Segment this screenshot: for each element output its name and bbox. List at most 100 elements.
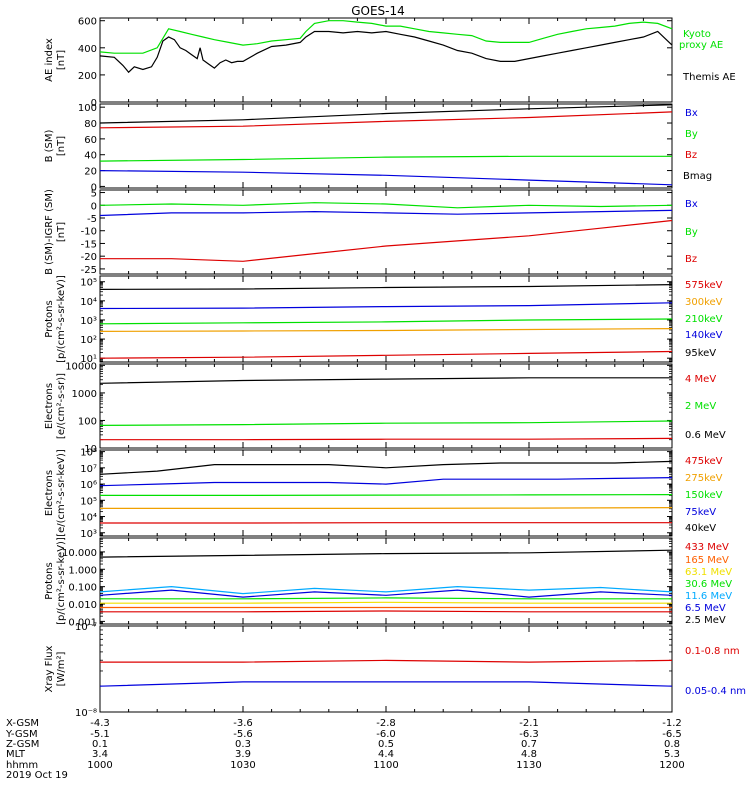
y-tick-label: 0	[91, 98, 97, 109]
ephemeris-row-label: MLT	[6, 749, 26, 760]
series-line-3	[100, 494, 673, 496]
y-tick-label: 600	[78, 17, 97, 28]
y-tick-label: -5	[87, 214, 97, 225]
series-line-4	[99, 328, 673, 332]
x-tick-label: 4.4	[378, 749, 394, 760]
y-axis-label: [e/(cm²-s-sr-keV)]	[56, 449, 67, 537]
panel-frame	[99, 17, 673, 103]
y-tick-label: 0.100	[68, 583, 97, 594]
series-line-1	[99, 104, 673, 124]
legend-label: 75keV	[685, 507, 716, 518]
series-line-2	[99, 209, 673, 217]
y-tick-label: 0.010	[68, 600, 97, 611]
legend-label: 40keV	[685, 523, 716, 534]
y-axis-label: [p/(cm²-s-sr-keV)]	[56, 537, 67, 625]
y-tick-label: 10³	[80, 316, 97, 327]
y-axis-label: AE index	[44, 38, 55, 82]
legend-label: 6.5 MeV	[685, 603, 726, 614]
ephemeris-row-label: hhmm	[6, 760, 38, 771]
y-tick-label: 10¹	[80, 354, 97, 365]
series-line-1	[99, 549, 673, 558]
x-tick-label: 1200	[659, 760, 684, 771]
x-tick-label: -3.6	[233, 718, 253, 729]
x-tick-label: 0.1	[92, 739, 108, 750]
legend-label: 2 MeV	[685, 401, 716, 412]
legend-label: 210keV	[685, 314, 723, 325]
y-axis-label: B (SM)	[44, 129, 55, 162]
series-line-3	[100, 437, 673, 441]
series-line-2	[99, 420, 673, 426]
x-tick-label: -6.3	[519, 729, 539, 740]
y-tick-label: 10²	[80, 335, 97, 346]
y-tick-label: 10⁴	[80, 297, 97, 308]
y-tick-label: -25	[81, 265, 97, 276]
y-axis-label: Protons	[44, 300, 55, 337]
y-tick-label: 200	[78, 71, 97, 82]
series-line-1	[99, 202, 673, 209]
y-tick-label: 10⁻⁸	[75, 708, 97, 719]
legend-label: 433 MeV	[685, 542, 729, 553]
y-axis-label: [nT]	[56, 50, 67, 70]
plot-title: GOES-14	[351, 4, 405, 18]
y-tick-label: 10⁷	[80, 464, 97, 475]
legend-label: 0.1-0.8 nm	[685, 646, 740, 657]
series-line-7	[100, 610, 672, 613]
panel-8: 10⁻⁸ 10⁻⁷ Xray Flux [W/m²] 0.1-0.8 nm 0.05-0.…	[44, 622, 746, 719]
y-axis-label: B (SM)-IGRF (SM)	[44, 189, 55, 275]
y-tick-label: 10.000	[62, 548, 97, 559]
x-tick-label: -1.2	[662, 718, 682, 729]
y-tick-label: 0	[91, 201, 97, 212]
y-tick-label: 5	[91, 189, 97, 200]
legend-label: 95keV	[685, 348, 716, 359]
legend-label: 0.05-0.4 nm	[685, 686, 746, 697]
series-line-3	[99, 318, 673, 325]
legend-label: By	[685, 227, 698, 238]
y-tick-label: 400	[78, 44, 97, 55]
y-axis-label: [p/(cm²-s-sr-keV)]	[56, 275, 67, 363]
legend-label: 150keV	[685, 490, 723, 501]
panel-7: 0.001 0.010 0.100 1.000 10.000 Protons [p/(cm²…	[44, 537, 732, 628]
panel-frame	[99, 189, 673, 275]
y-tick-label: 10⁵	[80, 278, 97, 289]
y-axis-label: [nT]	[56, 136, 67, 156]
panel-5: 10 100 1000 10000 Electrons [e/(cm²-s-sr)] 4 M…	[44, 361, 726, 455]
ephemeris-row-label: Z-GSM	[6, 739, 39, 750]
legend-label: 165 MeV	[685, 555, 729, 566]
y-axis-label: Electrons	[44, 383, 55, 429]
series-line-3	[99, 589, 673, 598]
x-tick-label: 0.5	[378, 739, 394, 750]
y-tick-label: 10⁵	[80, 496, 97, 507]
ephemeris-row-label: X-GSM	[6, 718, 39, 729]
panel-6: 10³ 10⁴ 10⁵ 10⁶ 10⁷ 10⁸ Electrons [e/(cm²-s-sr-…	[44, 448, 723, 540]
series-line-1	[99, 377, 672, 384]
x-tick-label: 5.3	[664, 749, 680, 760]
y-tick-label: 1.000	[68, 565, 97, 576]
panel-4: 10¹ 10² 10³ 10⁴ 10⁵ Protons [p/(cm²-s-sr-keV)]…	[44, 275, 723, 365]
plot-date: 2019 Oct 19	[6, 770, 68, 781]
y-axis-label: Xray Flux	[44, 645, 55, 692]
legend-label: 63.1 MeV	[685, 567, 732, 578]
legend-label: 30.6 MeV	[685, 579, 732, 590]
y-axis-label: [nT]	[56, 222, 67, 242]
legend-label: Bz	[685, 254, 697, 265]
x-tick-label: -5.1	[90, 729, 110, 740]
x-tick-label: 1130	[516, 760, 541, 771]
series-line-4	[100, 507, 673, 509]
series-line-1	[99, 284, 673, 290]
series-line-2	[99, 30, 673, 74]
legend-label: 475keV	[685, 456, 723, 467]
y-tick-label: 10⁴	[80, 513, 97, 524]
x-tick-label: -2.1	[519, 718, 539, 729]
series-line-5	[100, 601, 672, 604]
x-tick-label: 0.7	[521, 739, 537, 750]
x-tick-label: 0.3	[235, 739, 251, 750]
legend-label: 11.6 MeV	[685, 591, 732, 602]
y-tick-label: 60	[84, 135, 97, 146]
y-tick-label: 10⁻⁷	[75, 622, 97, 633]
ephemeris-row-label: Y-GSM	[5, 729, 38, 740]
y-tick-label: 10⁶	[80, 480, 97, 491]
legend-label: 0.6 MeV	[685, 430, 726, 441]
legend-label: 140keV	[685, 330, 723, 341]
legend-label: Kyoto	[683, 29, 711, 40]
